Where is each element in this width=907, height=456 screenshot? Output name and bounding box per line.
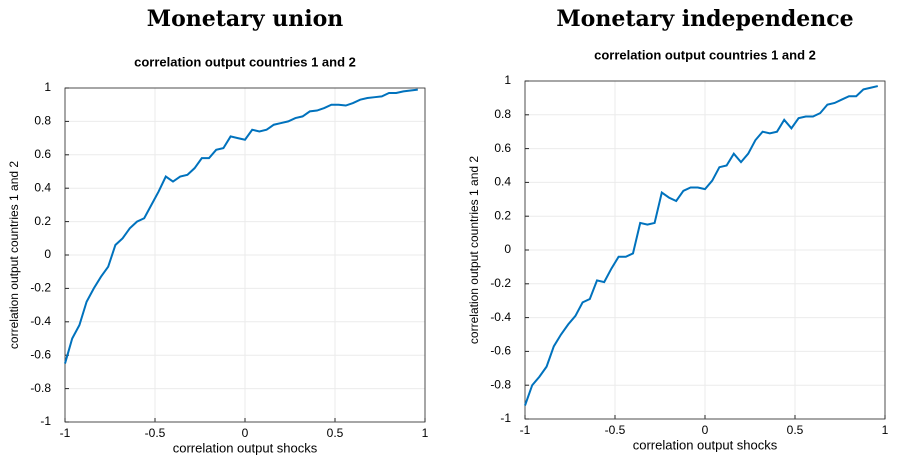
- x-tick-label: -1: [520, 423, 531, 437]
- y-tick-label: 1: [44, 80, 51, 94]
- y-tick-label: -0.4: [490, 310, 511, 324]
- axes-box: [64, 87, 426, 423]
- chart-title: correlation output countries 1 and 2: [594, 47, 816, 62]
- data-line: [524, 85, 879, 406]
- y-tick-label: 0: [504, 242, 511, 256]
- x-tick-label: 0: [702, 423, 709, 437]
- x-axis-label: correlation output shocks: [173, 440, 318, 455]
- y-tick-label: 0.4: [34, 180, 51, 194]
- y-tick-label: 0.2: [34, 214, 51, 228]
- y-tick-label: -0.2: [30, 281, 51, 295]
- y-tick-label: 0.2: [494, 208, 511, 222]
- y-axis-label: correlation output countries 1 and 2: [467, 156, 481, 344]
- y-tick-label: -0.4: [30, 314, 51, 328]
- x-tick-label: 1: [882, 423, 889, 437]
- y-tick-label: -0.2: [490, 276, 511, 290]
- y-tick-label: -0.6: [30, 347, 51, 361]
- chart-heading: Monetary union: [147, 6, 344, 32]
- x-tick-label: 1: [422, 426, 429, 440]
- chart-heading: Monetary independence: [556, 6, 853, 32]
- y-tick-label: -0.8: [30, 381, 51, 395]
- x-tick-label: 0.5: [327, 426, 344, 440]
- data-line: [64, 88, 418, 364]
- x-axis-label: correlation output shocks: [633, 437, 778, 452]
- y-tick-label: -1: [40, 414, 51, 428]
- x-tick-label: 0: [242, 426, 249, 440]
- x-tick-label: -0.5: [605, 423, 626, 437]
- y-axis-label: correlation output countries 1 and 2: [7, 161, 21, 349]
- x-tick-label: 0.5: [787, 423, 804, 437]
- y-tick-label: 0.8: [494, 107, 511, 121]
- y-tick-label: -0.6: [490, 344, 511, 358]
- chart-title: correlation output countries 1 and 2: [134, 54, 356, 69]
- y-tick-label: 0: [44, 247, 51, 261]
- y-tick-label: -0.8: [490, 377, 511, 391]
- y-tick-label: 0.6: [34, 147, 51, 161]
- axes-box: [524, 80, 886, 420]
- y-tick-label: 0.6: [494, 141, 511, 155]
- y-tick-label: 0.8: [34, 114, 51, 128]
- x-tick-label: -1: [60, 426, 71, 440]
- y-tick-label: -1: [500, 411, 511, 425]
- y-tick-label: 1: [504, 73, 511, 87]
- x-tick-label: -0.5: [145, 426, 166, 440]
- y-tick-label: 0.4: [494, 175, 511, 189]
